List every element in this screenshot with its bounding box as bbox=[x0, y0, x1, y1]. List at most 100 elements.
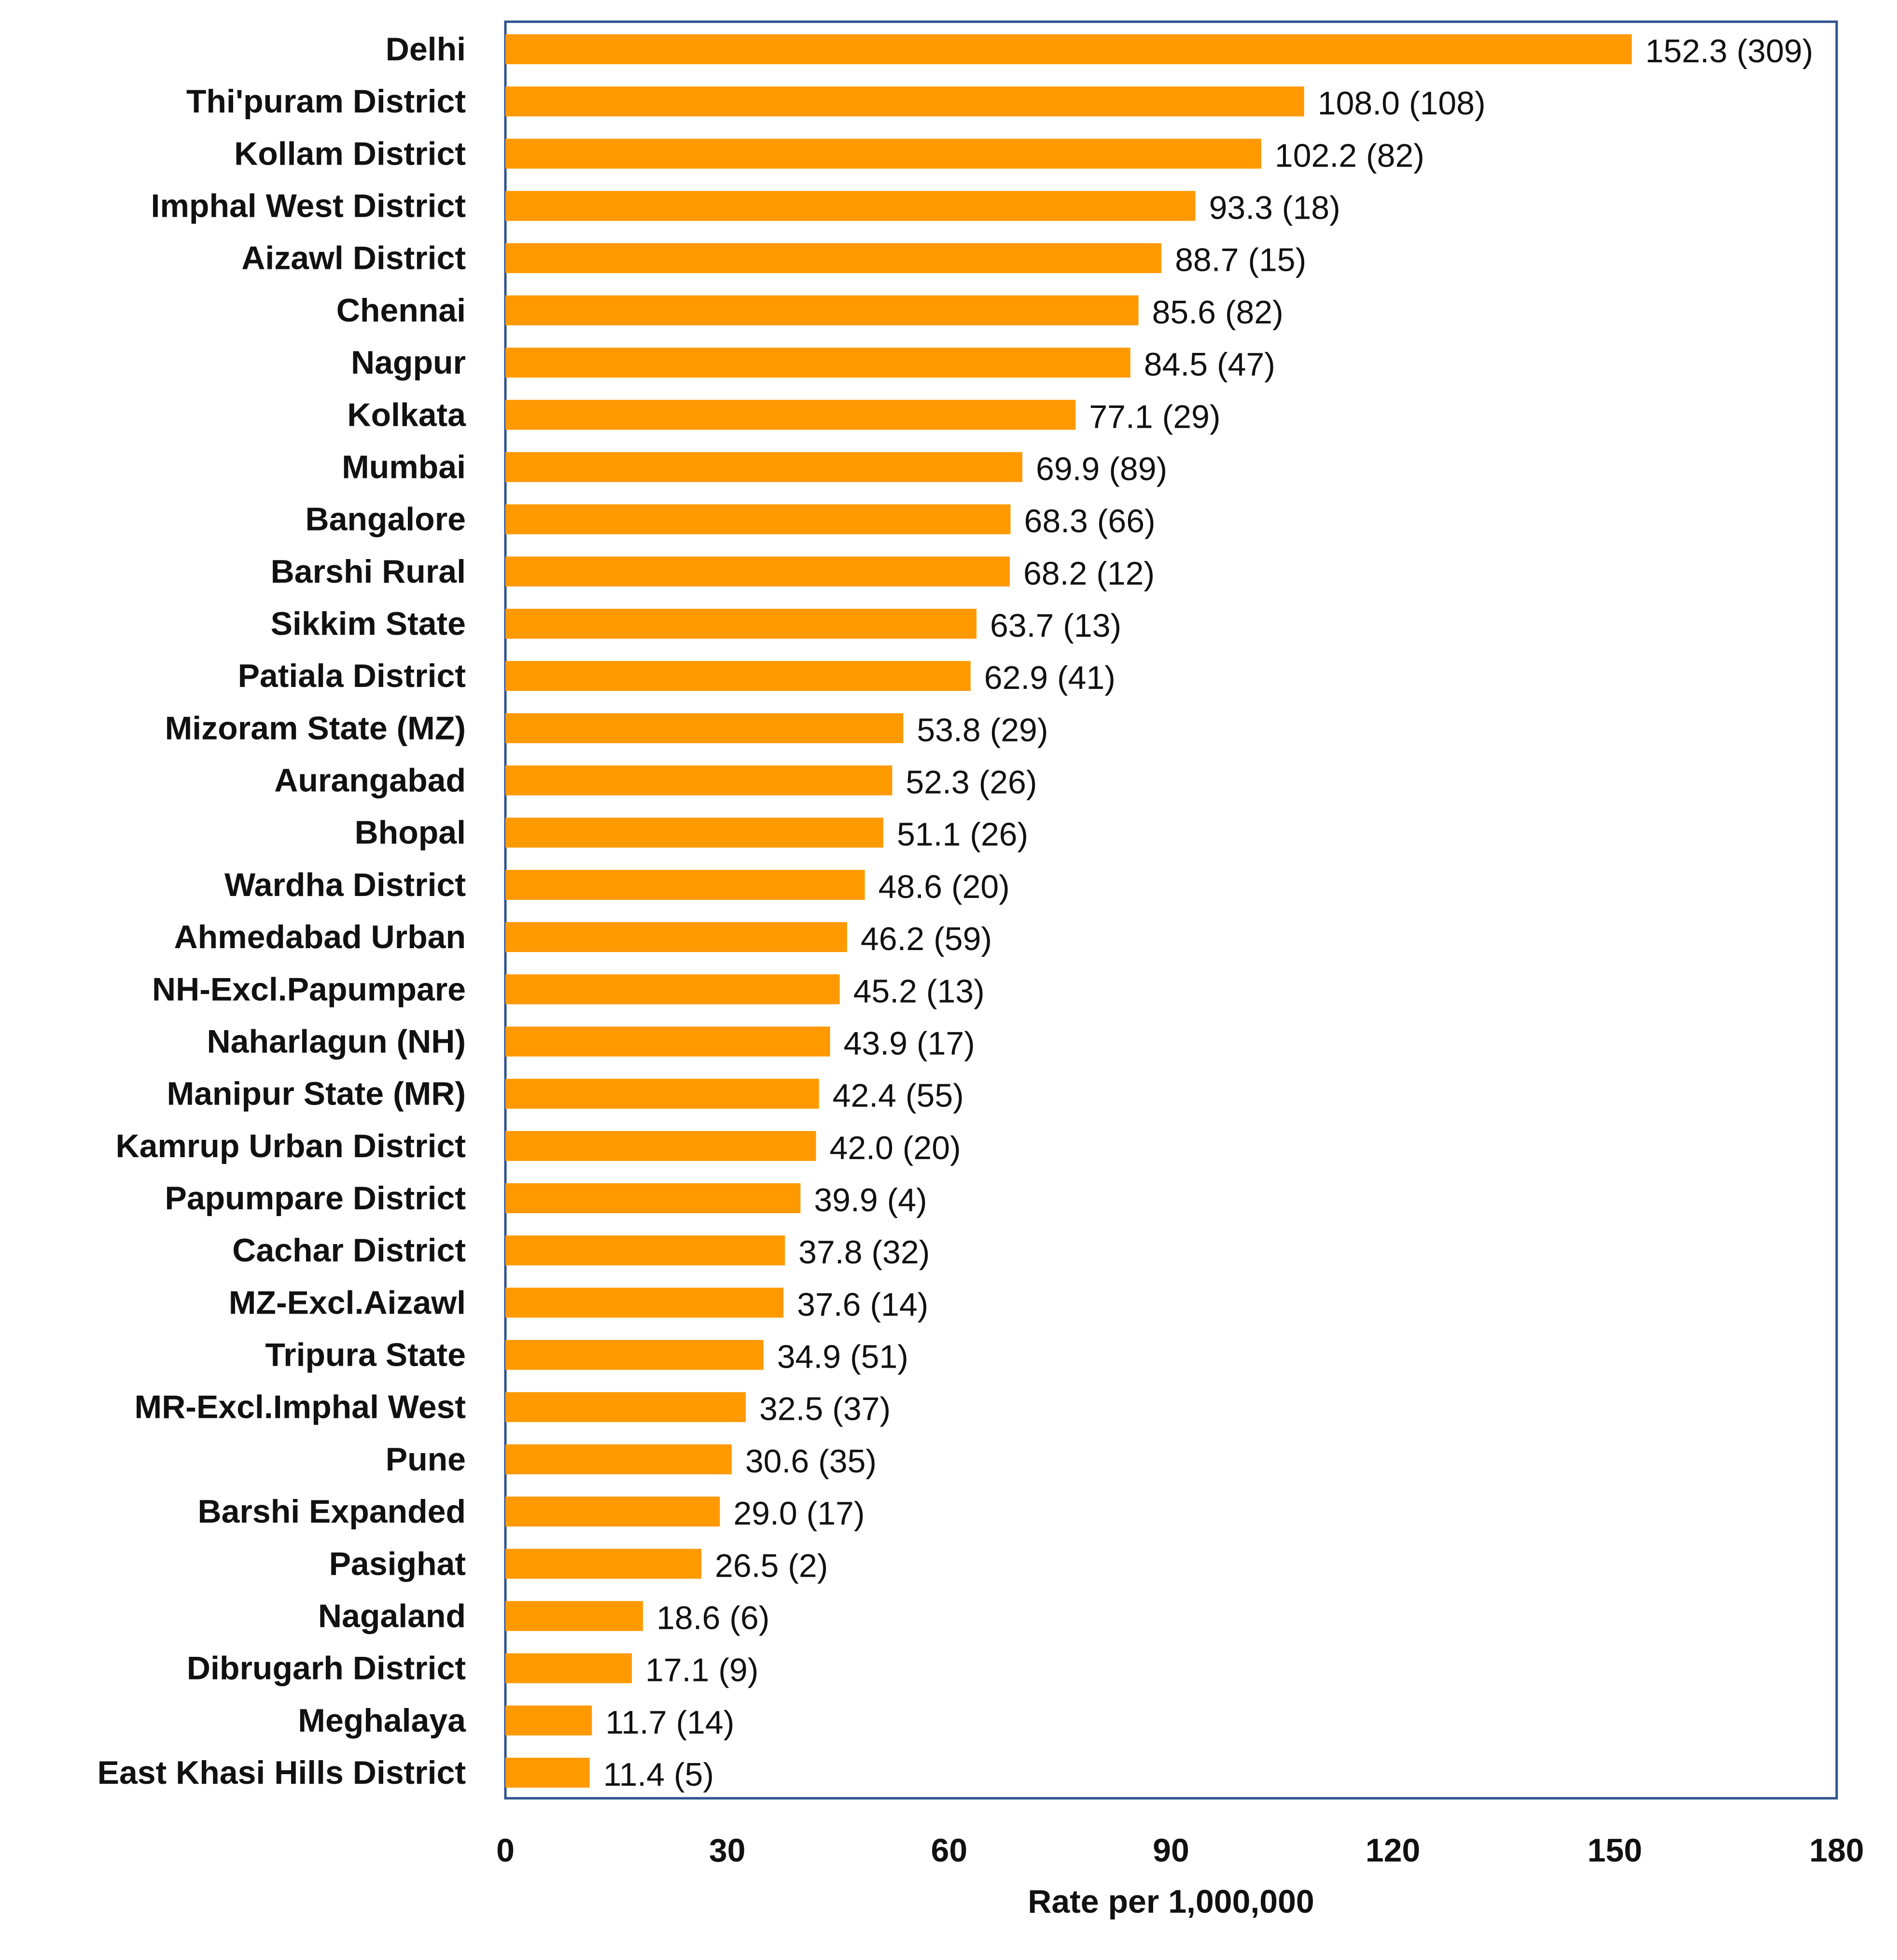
category-label: East Khasi Hills District bbox=[98, 1754, 466, 1791]
bar bbox=[505, 1235, 785, 1266]
x-tick-label: 180 bbox=[1809, 1832, 1864, 1869]
bar bbox=[505, 139, 1261, 169]
data-label: 32.5 (37) bbox=[759, 1391, 891, 1428]
bar bbox=[505, 1392, 746, 1422]
data-label: 62.9 (41) bbox=[984, 659, 1116, 696]
bars-group bbox=[505, 34, 1632, 1788]
data-label: 93.3 (18) bbox=[1209, 190, 1340, 226]
data-label: 37.8 (32) bbox=[798, 1234, 930, 1271]
data-label: 85.6 (82) bbox=[1152, 294, 1283, 331]
data-label: 29.0 (17) bbox=[733, 1495, 865, 1532]
bar bbox=[505, 765, 893, 796]
data-labels-group: 152.3 (309) 108.0 (108) 102.2 (82) 93.3 (18… bbox=[603, 33, 1813, 1793]
data-label: 30.6 (35) bbox=[745, 1443, 877, 1480]
data-label: 69.9 (89) bbox=[1036, 450, 1167, 487]
category-label: NH-Excl.Papumpare bbox=[152, 971, 466, 1008]
x-tick-label: 150 bbox=[1588, 1832, 1642, 1869]
data-label: 18.6 (6) bbox=[656, 1599, 769, 1636]
category-label: Bhopal bbox=[355, 814, 466, 851]
data-label: 17.1 (9) bbox=[645, 1652, 758, 1689]
data-label: 84.5 (47) bbox=[1144, 346, 1275, 383]
data-label: 52.3 (26) bbox=[906, 764, 1037, 801]
data-label: 68.3 (66) bbox=[1024, 503, 1156, 540]
bar bbox=[505, 1758, 590, 1788]
category-label: Pasighat bbox=[329, 1545, 466, 1582]
bar bbox=[505, 1026, 830, 1057]
x-tick-label: 90 bbox=[1153, 1832, 1189, 1869]
category-label: Wardha District bbox=[224, 867, 466, 903]
bar bbox=[505, 974, 840, 1005]
category-label: Mumbai bbox=[342, 448, 466, 485]
bar bbox=[505, 1653, 632, 1683]
bar bbox=[505, 713, 904, 743]
bar bbox=[505, 1444, 732, 1474]
bar bbox=[505, 1078, 819, 1109]
category-label: Meghalaya bbox=[298, 1702, 466, 1739]
x-tick-label: 0 bbox=[496, 1832, 515, 1869]
category-label: Cachar District bbox=[232, 1232, 466, 1269]
category-label: Ahmedabad Urban bbox=[174, 919, 466, 955]
data-label: 42.4 (55) bbox=[833, 1078, 964, 1114]
bar bbox=[505, 1340, 764, 1370]
category-label: Papumpare District bbox=[165, 1180, 466, 1217]
category-label: MZ-Excl.Aizawl bbox=[229, 1284, 466, 1321]
bar bbox=[505, 869, 865, 900]
data-label: 46.2 (59) bbox=[861, 921, 992, 957]
category-labels-group: Delhi Thi'puram District Kollam District Im… bbox=[98, 31, 467, 1791]
category-label: Tripura State bbox=[265, 1337, 466, 1373]
bar bbox=[505, 452, 1023, 482]
data-label: 34.9 (51) bbox=[777, 1339, 908, 1375]
bar bbox=[505, 400, 1076, 430]
category-label: Barshi Rural bbox=[271, 553, 466, 590]
plot-frame bbox=[504, 20, 1838, 1800]
category-label: Delhi bbox=[386, 31, 466, 68]
x-tick-label: 30 bbox=[709, 1832, 746, 1869]
bar bbox=[505, 191, 1196, 221]
data-label: 77.1 (29) bbox=[1089, 398, 1220, 435]
category-label: Patiala District bbox=[238, 658, 466, 694]
category-label: Pune bbox=[386, 1441, 466, 1478]
category-label: Sikkim State bbox=[271, 605, 466, 642]
bar bbox=[505, 1601, 643, 1631]
category-label: Chennai bbox=[336, 292, 466, 329]
data-label: 51.1 (26) bbox=[897, 816, 1028, 853]
data-label: 48.6 (20) bbox=[879, 868, 1010, 905]
bar bbox=[505, 1705, 592, 1736]
bar bbox=[505, 1183, 801, 1213]
data-label: 63.7 (13) bbox=[990, 607, 1121, 644]
data-label: 11.4 (5) bbox=[603, 1756, 714, 1793]
bar bbox=[505, 817, 883, 848]
category-label: Kollam District bbox=[234, 135, 466, 172]
x-tick-label: 120 bbox=[1366, 1832, 1420, 1869]
category-label: Aurangabad bbox=[274, 762, 466, 799]
bar bbox=[505, 1288, 784, 1318]
category-label: Kamrup Urban District bbox=[116, 1128, 466, 1164]
category-label: Thi'puram District bbox=[186, 83, 466, 120]
data-label: 68.2 (12) bbox=[1023, 555, 1155, 592]
bar bbox=[505, 556, 1010, 587]
data-label: 42.0 (20) bbox=[830, 1130, 961, 1166]
data-label: 26.5 (2) bbox=[715, 1547, 828, 1584]
category-label: Nagaland bbox=[318, 1597, 466, 1634]
category-label: Naharlagun (NH) bbox=[207, 1023, 466, 1060]
data-label: 45.2 (13) bbox=[853, 973, 985, 1009]
bar bbox=[505, 34, 1632, 64]
bar bbox=[505, 86, 1304, 117]
data-label: 108.0 (108) bbox=[1318, 85, 1486, 122]
data-label: 43.9 (17) bbox=[844, 1025, 975, 1062]
category-label: Kolkata bbox=[347, 396, 466, 433]
bar bbox=[505, 1497, 720, 1527]
data-label: 152.3 (309) bbox=[1646, 33, 1813, 70]
bar bbox=[505, 295, 1139, 325]
data-label: 37.6 (14) bbox=[797, 1286, 928, 1323]
category-label: Nagpur bbox=[351, 344, 466, 381]
data-label: 53.8 (29) bbox=[917, 712, 1048, 748]
category-label: Imphal West District bbox=[151, 188, 466, 224]
category-label: Aizawl District bbox=[241, 240, 466, 277]
bar bbox=[505, 661, 971, 691]
category-label: Manipur State (MR) bbox=[167, 1076, 466, 1112]
data-label: 88.7 (15) bbox=[1175, 242, 1306, 279]
data-label: 11.7 (14) bbox=[605, 1704, 734, 1741]
x-axis-title: Rate per 1,000,000 bbox=[1028, 1883, 1314, 1920]
